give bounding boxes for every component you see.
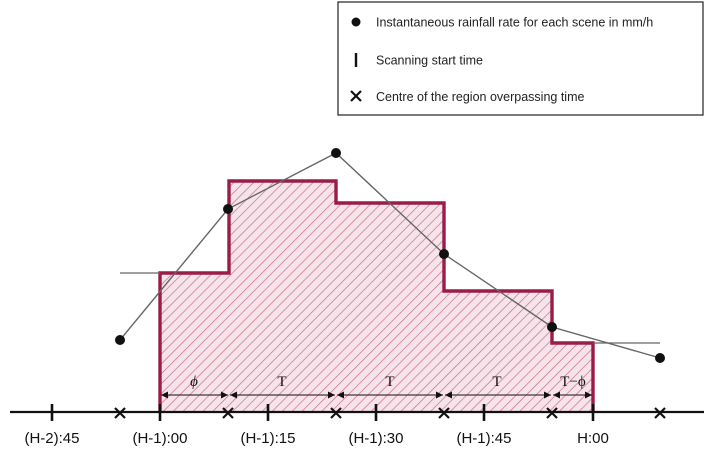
overpass-cross-icon — [222, 407, 234, 419]
interval-label-t1: T — [277, 374, 286, 390]
time-label-h1-15: (H-1):15 — [240, 430, 295, 447]
legend-overpass-label: Centre of the region overpassing time — [376, 90, 584, 104]
overpass-markers — [114, 407, 666, 419]
overpass-legend-icon — [350, 90, 362, 102]
time-label-h-00: H:00 — [577, 430, 609, 447]
legend-rainfall-label: Instantaneous rainfall rate for each sce… — [376, 16, 653, 30]
rainfall-point — [655, 353, 665, 363]
overpass-cross-icon — [546, 407, 558, 419]
interval-label-t2: T — [385, 374, 394, 390]
rainfall-point — [547, 322, 557, 332]
overpass-cross-icon — [330, 407, 342, 419]
legend: Instantaneous rainfall rate for each sce… — [337, 1, 704, 116]
rainfall-rate-line — [119, 152, 661, 359]
overpass-cross-icon — [114, 407, 126, 419]
overpass-cross-icon — [654, 407, 666, 419]
interval-label-t-minus-phi: T−ϕ — [560, 374, 586, 390]
rainfall-point-legend-icon — [351, 17, 361, 27]
rainfall-points — [115, 148, 665, 363]
time-label-h2-45: (H-2):45 — [24, 430, 79, 447]
scan-start-ticks — [50, 404, 595, 421]
time-label-h1-00: (H-1):00 — [132, 430, 187, 447]
rainfall-point — [439, 249, 449, 259]
overpass-cross-icon — [438, 407, 450, 419]
time-label-h1-45: (H-1):45 — [456, 430, 511, 447]
rainfall-point — [115, 335, 125, 345]
interval-label-phi: ϕ — [190, 374, 198, 390]
rainfall-point — [223, 204, 233, 214]
accumulation-step-area — [160, 181, 593, 412]
time-label-h1-30: (H-1):30 — [348, 430, 403, 447]
legend-frame — [337, 1, 704, 116]
interval-label-t3: T — [492, 374, 501, 390]
legend-scan-start-label: Scanning start time — [376, 54, 483, 68]
rainfall-point — [331, 148, 341, 158]
